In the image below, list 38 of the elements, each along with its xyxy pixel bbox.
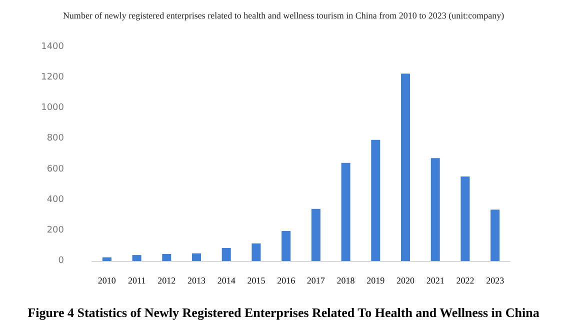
x-tick-label: 2021: [426, 276, 444, 286]
x-tick-label: 2014: [217, 276, 236, 286]
bar: [490, 210, 500, 261]
bar: [311, 208, 320, 261]
bar: [222, 248, 231, 261]
x-tick-label: 2019: [366, 276, 386, 286]
y-tick-label: 0: [58, 256, 64, 266]
y-tick-label: 800: [46, 134, 64, 144]
bar: [401, 74, 410, 261]
y-tick-label: 1000: [41, 103, 64, 114]
y-tick-label: 200: [46, 225, 64, 236]
x-tick-label: 2015: [247, 276, 266, 286]
x-tick-label: 2017: [306, 276, 326, 286]
x-tick-label: 2013: [188, 276, 206, 286]
bar: [430, 158, 440, 261]
bar: [132, 255, 142, 261]
x-tick-label: 2010: [98, 276, 116, 286]
y-tick-label: 400: [46, 194, 64, 205]
x-tick-label: 2023: [486, 276, 505, 286]
y-tick-label: 1200: [41, 72, 64, 83]
x-tick-label: 2020: [396, 276, 415, 286]
bar: [282, 231, 291, 261]
x-tick-label: 2011: [128, 276, 146, 286]
y-tick-label: 1400: [41, 42, 64, 52]
bar: [460, 176, 470, 261]
y-tick-label: 600: [46, 164, 64, 174]
x-tick-label: 2018: [336, 276, 356, 286]
bar: [102, 257, 112, 261]
bar: [371, 140, 380, 261]
x-tick-label: 2012: [158, 276, 176, 286]
caption: Figure 4 Statistics of Newly Registered Enterprises Related To Health and Wellness in China: [28, 305, 540, 320]
bar: [252, 243, 261, 261]
chart-title: Number of newly registered enterprises related to health and wellness tourism in China from 2010 to 2023 (unit:company): [62, 10, 504, 20]
x-tick-label: 2016: [277, 276, 296, 286]
bar: [341, 162, 350, 261]
bar: [192, 253, 201, 261]
bar: [162, 254, 172, 261]
x-tick-label: 2022: [456, 276, 474, 286]
